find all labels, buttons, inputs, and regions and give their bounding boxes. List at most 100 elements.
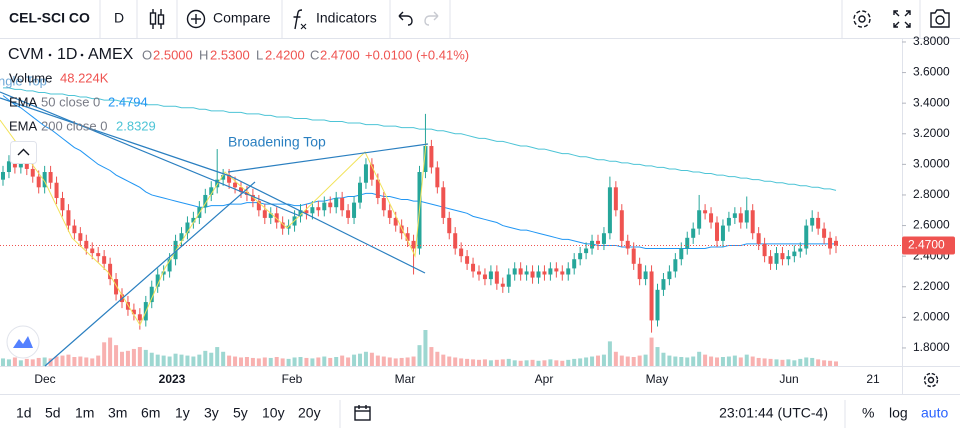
volume-bar — [661, 352, 666, 366]
range-button[interactable]: 5y — [233, 405, 248, 421]
candle-body — [316, 207, 321, 211]
volume-bar — [417, 345, 422, 366]
separator-dot — [80, 53, 84, 57]
x-tick-label: Apr — [535, 372, 554, 386]
log-toggle[interactable]: log — [889, 405, 908, 421]
volume-bar — [435, 351, 440, 366]
candle-body — [78, 233, 83, 241]
range-button[interactable]: 3y — [204, 405, 219, 421]
volume-bar — [822, 360, 827, 366]
volume-bar — [322, 356, 327, 366]
candle-body — [358, 182, 362, 203]
candle-body — [221, 175, 226, 180]
candle-body — [792, 251, 797, 257]
ema-line — [3, 87, 837, 191]
volume-bar — [447, 356, 452, 366]
volume-bar — [12, 357, 17, 366]
volume-bar — [643, 354, 648, 366]
candle-body — [369, 164, 374, 180]
chart-type-icon[interactable] — [149, 9, 165, 29]
y-tick-label: 3.8000 — [913, 34, 950, 48]
candle-body — [453, 233, 458, 249]
range-button[interactable]: 1y — [175, 405, 190, 421]
volume-bar — [298, 357, 303, 366]
volume-bar — [393, 358, 398, 366]
symbol-name[interactable]: CEL-SCI CO — [9, 10, 90, 26]
x-tick-label: May — [646, 372, 669, 386]
volume-bar — [304, 357, 309, 366]
candle-body — [42, 172, 47, 188]
volume-bar — [60, 355, 65, 366]
candle-body — [459, 248, 464, 257]
legend-volume-name: Volume — [9, 70, 52, 85]
volume-bar — [369, 352, 374, 366]
volume-bar — [423, 330, 428, 366]
candle-body — [804, 225, 809, 249]
candle-body — [256, 201, 261, 211]
collapse-button[interactable] — [10, 141, 37, 164]
volume-bar — [655, 347, 660, 366]
indicators-button[interactable]: Indicators — [316, 10, 377, 26]
logo-button[interactable] — [6, 325, 40, 359]
x-tick-label: Dec — [34, 372, 55, 386]
candle-body — [465, 256, 470, 264]
volume-bar — [673, 356, 678, 366]
date-range-icon[interactable] — [354, 405, 371, 421]
compare-button[interactable]: Compare — [213, 10, 271, 26]
volume-bar — [631, 357, 636, 366]
legend-series-params: 200 close 0 — [41, 118, 108, 133]
broadening-lower-line — [229, 175, 426, 274]
indicators-icon[interactable] — [293, 9, 307, 30]
volume-bars — [1, 330, 838, 366]
compare-icon[interactable] — [186, 9, 206, 29]
range-button[interactable]: 5d — [45, 405, 61, 421]
range-button[interactable]: 3m — [108, 405, 127, 421]
volume-bar — [108, 337, 113, 366]
candle-body — [352, 202, 357, 218]
candle-body — [590, 240, 595, 249]
volume-bar — [453, 357, 458, 366]
legend-symbol: CVM — [8, 46, 44, 63]
volume-bar — [774, 359, 779, 366]
trend-line — [44, 181, 256, 367]
axis-settings-icon[interactable] — [923, 372, 939, 388]
volume-bar — [780, 359, 785, 366]
volume-bar — [90, 358, 95, 366]
volume-bar — [786, 359, 791, 366]
candle-body — [822, 228, 827, 238]
settings-icon[interactable] — [853, 10, 871, 28]
volume-bar — [744, 354, 749, 366]
volume-bar — [149, 352, 154, 366]
candle-body — [625, 240, 630, 249]
fullscreen-icon[interactable] — [893, 10, 911, 28]
volume-bar — [375, 355, 380, 366]
redo-icon[interactable] — [424, 11, 439, 26]
candle-body — [601, 233, 606, 244]
candle-body — [393, 217, 398, 226]
range-button[interactable]: 6m — [141, 405, 160, 421]
candle-body — [530, 271, 535, 278]
volume-bar — [834, 361, 838, 366]
candle-body — [48, 172, 53, 183]
candle-body — [363, 164, 368, 183]
candle-body — [685, 237, 690, 249]
interval-button[interactable]: D — [114, 10, 124, 26]
range-button[interactable]: 1m — [75, 405, 94, 421]
candle-body — [108, 263, 113, 280]
range-button[interactable]: 20y — [298, 405, 321, 421]
candle-body — [816, 217, 821, 229]
volume-bar — [250, 357, 255, 366]
candle-body — [494, 271, 499, 284]
snapshot-icon[interactable] — [930, 9, 950, 28]
auto-toggle[interactable]: auto — [921, 405, 948, 421]
volume-bar — [167, 356, 172, 366]
candle-body — [274, 213, 279, 223]
percent-toggle[interactable]: % — [862, 405, 874, 421]
undo-icon[interactable] — [398, 11, 413, 26]
candle-body — [179, 233, 184, 241]
range-button[interactable]: 1d — [16, 405, 32, 421]
candle-body — [185, 222, 190, 234]
legend-exchange: AMEX — [88, 46, 134, 63]
range-button[interactable]: 10y — [262, 405, 285, 421]
volume-bar — [625, 356, 630, 366]
